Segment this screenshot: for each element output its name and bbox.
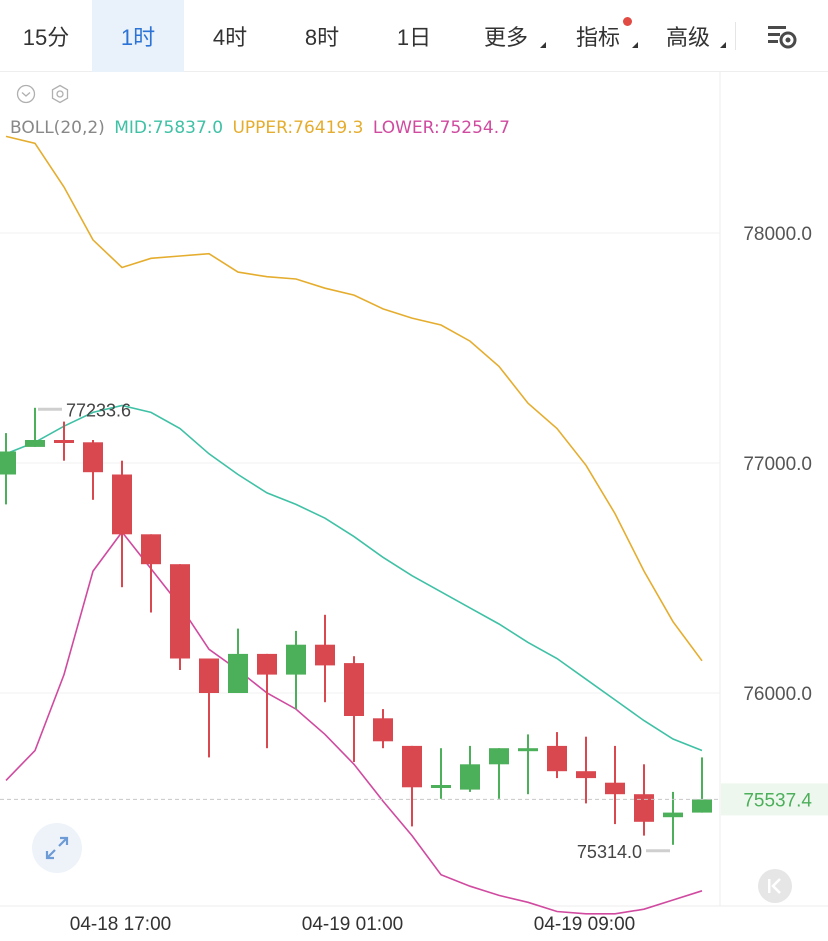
expand-icon xyxy=(45,836,69,860)
dropdown-caret-icon xyxy=(540,42,546,48)
boll-upper-line xyxy=(5,135,703,662)
candle-body xyxy=(257,653,277,675)
tab-1[interactable]: 15分 xyxy=(0,0,92,72)
tab-5[interactable]: 1日 xyxy=(368,0,460,72)
candle-body xyxy=(112,474,132,535)
candle-body xyxy=(170,564,190,659)
candle-body xyxy=(25,440,45,447)
x-tick-label: 04-18 17:00 xyxy=(70,914,171,935)
scroll-to-latest-icon xyxy=(768,878,781,894)
candle-body xyxy=(199,658,219,693)
tab-label: 高级 xyxy=(665,25,710,50)
tab-8[interactable]: 高级 xyxy=(644,0,732,72)
boll-lower-value: LOWER:75254.7 xyxy=(372,118,510,138)
boll-upper-value: UPPER:76419.3 xyxy=(232,118,364,138)
candle-body xyxy=(518,748,538,752)
candle-body xyxy=(344,663,364,716)
x-tick-label: 04-19 09:00 xyxy=(534,914,635,935)
candle-body xyxy=(489,748,509,765)
y-tick-label: 76000.0 xyxy=(743,684,812,705)
candle-body xyxy=(634,794,654,822)
tab-label: 1时 xyxy=(120,25,156,50)
boll-name: BOLL(20,2) xyxy=(10,118,105,138)
y-tick-label: 78000.0 xyxy=(743,224,812,245)
last-price-tag xyxy=(721,783,828,816)
candle-body xyxy=(0,451,16,475)
chart-settings-button[interactable] xyxy=(762,22,802,52)
candle-body xyxy=(605,782,625,795)
candle-body xyxy=(663,812,683,818)
candle-body xyxy=(402,745,422,788)
chart-settings-icon xyxy=(768,26,797,49)
y-tick-label: 77000.0 xyxy=(743,454,812,475)
high-price-label: 77233.6 xyxy=(66,400,131,420)
candlestick-chart[interactable]: 78000.0 77000.0 76000.0 04-18 17:00 04-19 01… xyxy=(0,72,828,941)
low-price-label: 75314.0 xyxy=(577,842,642,862)
expand-button[interactable] xyxy=(32,823,82,873)
candle-body xyxy=(373,718,393,742)
boll-mid-line xyxy=(5,404,703,752)
tab-3[interactable]: 4时 xyxy=(184,0,276,72)
timeframe-tabs: 15分 1时 4时 8时 1日 更多 指标 高级 xyxy=(0,0,828,72)
candle-body xyxy=(141,534,161,565)
tab-label: 8时 xyxy=(304,25,340,50)
tab-7[interactable]: 指标 xyxy=(552,0,644,72)
last-price-label: 75537.4 xyxy=(743,790,812,811)
tab-label: 指标 xyxy=(575,25,620,50)
candle-body xyxy=(460,764,480,790)
indicator-settings-icon[interactable] xyxy=(50,84,70,104)
tab-label: 4时 xyxy=(212,25,248,50)
candle-body xyxy=(286,644,306,675)
boll-mid-value: MID:75837.0 xyxy=(114,118,224,138)
candle-body xyxy=(547,745,567,772)
dropdown-caret-icon xyxy=(720,42,726,48)
collapse-indicator-icon[interactable] xyxy=(16,84,36,104)
tab-6[interactable]: 更多 xyxy=(460,0,552,72)
tab-2[interactable]: 1时 xyxy=(92,0,184,72)
boll-legend: BOLL(20,2) MID:75837.0 UPPER:76419.3 LOW… xyxy=(10,118,514,138)
candle-body xyxy=(228,653,248,693)
candle-body xyxy=(692,799,712,813)
candle-body xyxy=(576,771,596,779)
scroll-to-latest-button[interactable] xyxy=(758,869,792,903)
x-tick-label: 04-19 01:00 xyxy=(302,914,403,935)
tab-label: 1日 xyxy=(396,25,432,50)
tab-separator xyxy=(735,22,736,50)
candle-body xyxy=(431,785,451,788)
candle-body xyxy=(83,442,103,473)
tab-4[interactable]: 8时 xyxy=(276,0,368,72)
candle-body xyxy=(315,644,335,666)
tab-label: 15分 xyxy=(22,25,70,50)
dropdown-caret-icon xyxy=(632,42,638,48)
candle-body xyxy=(54,440,74,443)
notification-dot xyxy=(623,17,632,26)
tab-label: 更多 xyxy=(483,25,528,50)
